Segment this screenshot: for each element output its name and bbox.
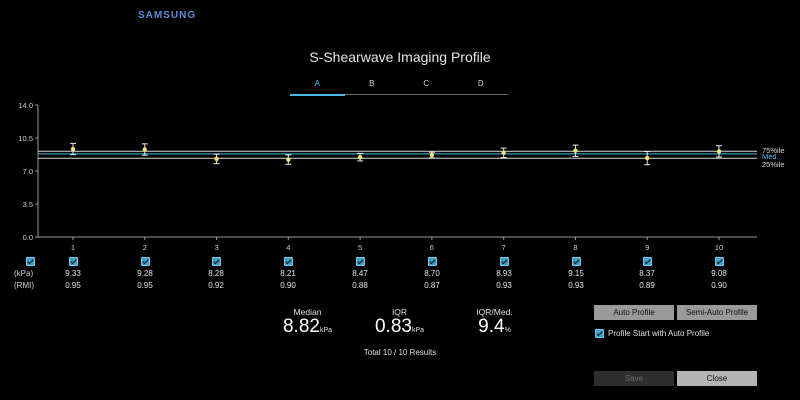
data-point [286,157,291,162]
measurement-checkbox-2[interactable] [140,257,150,266]
median-unit: kPa [319,327,333,334]
data-point [645,155,650,161]
data-point [429,152,435,158]
rmi-value: 0.95 [65,281,81,290]
median-value: 8.82 [282,316,320,337]
measurement-checkbox-7[interactable] [499,257,509,266]
x-tick-label: 10 [715,243,723,252]
data-point [142,147,147,152]
iqr-med-value: 9.4 [478,316,505,337]
samsung-logo: SAMSUNG [138,10,197,21]
tab-a[interactable]: A [290,78,345,96]
profile-start-checkbox[interactable] [595,329,604,338]
x-tick-label: 1 [71,243,75,252]
kpa-value: 8.21 [280,269,296,278]
save-button[interactable]: Save [594,371,674,386]
iqr-label: IQR [391,307,408,317]
kpa-value: 8.70 [424,269,440,278]
x-tick-label: 2 [143,243,147,252]
reference-line-label: Med. [762,152,779,161]
profile-start-label: Profile Start with Auto Profile [608,329,710,338]
semi-auto-profile-button[interactable]: Semi-Auto Profile [677,305,757,320]
x-tick-label: 8 [573,243,577,252]
data-point [214,156,219,162]
x-tick-label: 3 [214,243,218,252]
close-button[interactable]: Close [677,371,757,386]
iqr-med-label: IQR/Med. [476,307,513,317]
data-point [501,150,506,156]
data-point [573,148,578,153]
rmi-value: 0.88 [352,281,368,290]
rmi-value: 0.90 [280,281,296,290]
tab-b[interactable]: B [369,79,375,88]
iqr-med-stat: IQR/Med. 9.4% [462,307,527,337]
page-title: S-Shearwave Imaging Profile [309,49,491,65]
rmi-value: 0.93 [496,281,512,290]
measurement-checkbox-3[interactable] [211,257,221,266]
measurement-checkbox-1[interactable] [68,257,78,266]
median-stat: Median 8.82kPa [275,307,340,337]
x-tick-label: 5 [358,243,362,252]
x-tick-label: 4 [286,243,290,252]
measurement-checkbox-10[interactable] [714,257,724,266]
iqr-stat: IQR 0.83kPa [367,307,432,337]
y-tick-label: 3.5 [23,200,33,209]
total-results: Total 10 / 10 Results [363,348,437,357]
rmi-value: 0.92 [208,281,224,290]
y-tick-label: 10.5 [18,134,33,143]
kpa-row-label: (kPa) [14,269,34,278]
reference-line-label: 25%ile [762,160,785,169]
kpa-value: 8.37 [639,269,655,278]
kpa-value: 9.15 [568,269,584,278]
kpa-value: 8.47 [352,269,368,278]
measurement-checkbox-6[interactable] [427,257,437,266]
y-tick-label: 0.0 [23,233,33,242]
kpa-value: 9.33 [65,269,81,278]
x-tick-label: 7 [502,243,506,252]
y-tick-label: 7.0 [23,167,33,176]
rmi-value: 0.87 [424,281,440,290]
tab-d[interactable]: D [477,79,484,88]
kpa-value: 9.08 [711,269,727,278]
kpa-value: 8.93 [496,269,512,278]
rmi-value: 0.89 [639,281,655,290]
x-tick-label: 9 [645,243,649,252]
reference-line-label: 75%ile [762,146,785,155]
data-point [70,146,76,152]
shearwave-chart: 0.0 3.5 7.0 10.5 14.0 1 2 3 4 5 6 7 8 9 10 75%ileMed.25… [18,101,785,252]
kpa-value: 8.28 [208,269,224,278]
x-tick-label: 6 [430,243,434,252]
measurement-checkbox-8[interactable] [571,257,581,266]
iqr-med-unit: % [504,327,511,334]
profile-tabs: A B C D [290,78,508,96]
median-label: Median [293,307,322,317]
iqr-unit: kPa [411,327,425,334]
kpa-value: 9.28 [137,269,153,278]
data-point [357,154,363,160]
auto-profile-button[interactable]: Auto Profile [594,305,674,320]
rmi-row-label: (RMI) [14,281,34,290]
measurement-checkbox-9[interactable] [642,257,652,266]
rmi-value: 0.90 [711,281,727,290]
iqr-value: 0.83 [374,316,412,337]
select-all-checkbox[interactable] [26,257,35,266]
y-tick-label: 14.0 [18,101,33,110]
measurement-checkbox-5[interactable] [355,257,365,266]
measurement-checkbox-4[interactable] [283,257,293,266]
tab-c[interactable]: C [423,79,430,88]
rmi-value: 0.93 [568,281,584,290]
rmi-value: 0.95 [137,281,153,290]
data-point [716,149,722,154]
